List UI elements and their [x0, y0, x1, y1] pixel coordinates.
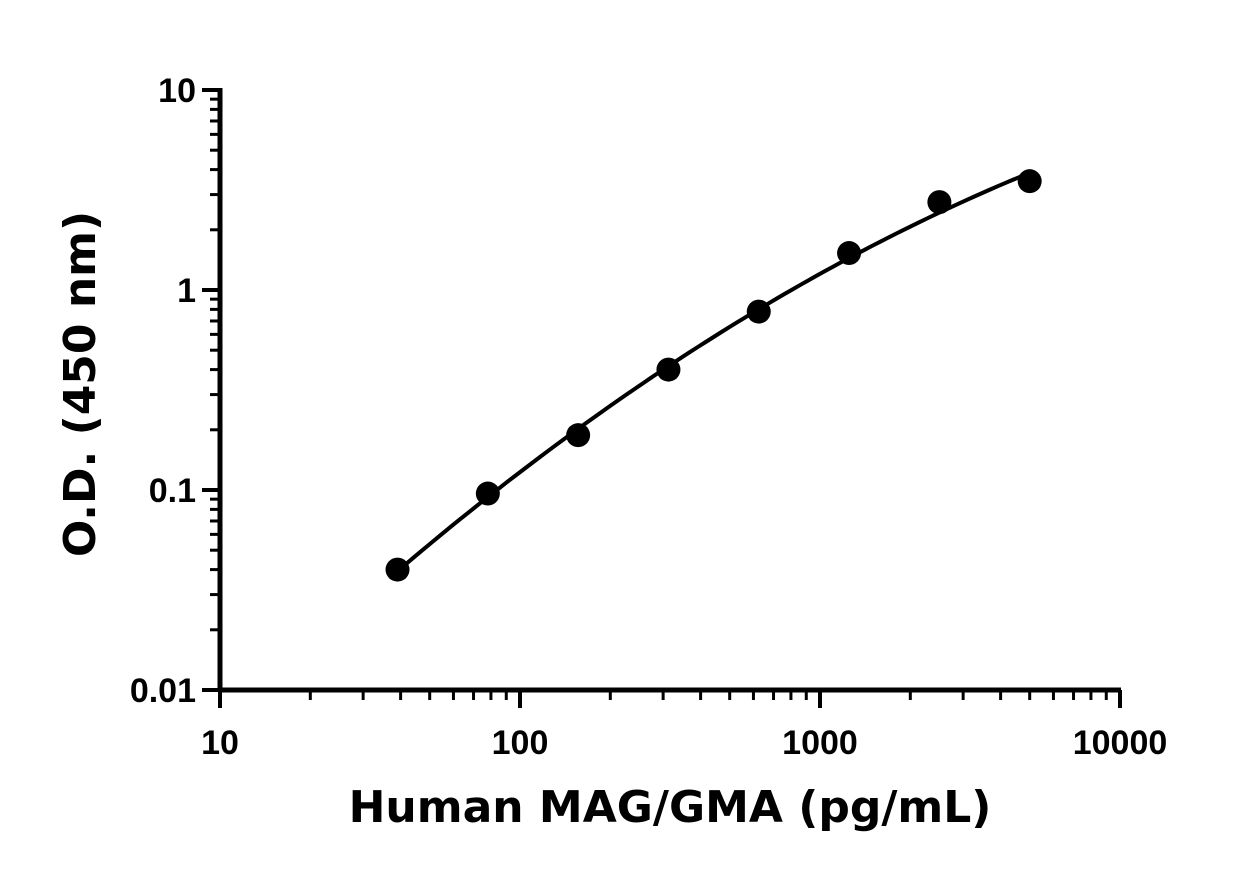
data-point	[656, 357, 681, 382]
x-tick-label: 10000	[1073, 724, 1168, 762]
data-point	[566, 423, 591, 448]
x-axis-title: Human MAG/GMA (pg/mL)	[349, 782, 992, 833]
data-point	[746, 299, 771, 324]
y-axis-title: O.D. (450 nm)	[55, 211, 106, 557]
major-ticks	[202, 88, 1122, 708]
data-points	[385, 169, 1042, 582]
minor-ticks	[210, 97, 1108, 700]
data-point	[837, 241, 862, 266]
data-point	[385, 557, 410, 582]
data-point	[927, 190, 952, 215]
x-tick-label: 100	[492, 724, 549, 762]
x-tick-label: 10	[201, 724, 239, 762]
fit-curve	[396, 170, 1031, 573]
y-tick-label: 1	[177, 272, 196, 310]
data-point	[1017, 169, 1042, 194]
y-tick-label: 10	[158, 72, 196, 110]
data-point	[475, 481, 500, 506]
x-tick-label: 1000	[782, 724, 858, 762]
y-tick-label: 0.01	[130, 672, 196, 710]
y-tick-label: 0.1	[149, 472, 196, 510]
x-tick-labels: 10 100 1000 10000	[201, 724, 1167, 762]
y-tick-labels: 0.01 0.1 1 10	[130, 72, 196, 710]
